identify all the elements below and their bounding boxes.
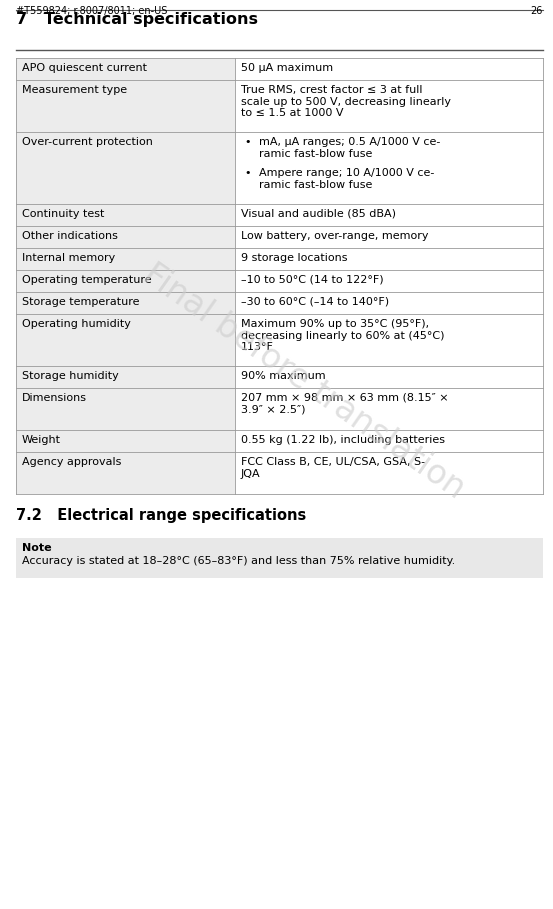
Bar <box>234 292 543 314</box>
Text: Operating temperature: Operating temperature <box>22 275 152 285</box>
Bar <box>16 452 234 494</box>
Text: Note: Note <box>22 543 51 553</box>
Bar <box>16 204 234 226</box>
Text: 9 storage locations: 9 storage locations <box>241 253 347 263</box>
Text: 0.55 kg (1.22 lb), including batteries: 0.55 kg (1.22 lb), including batteries <box>241 435 445 445</box>
Bar <box>16 538 543 578</box>
Bar <box>16 314 234 366</box>
Text: 90% maximum: 90% maximum <box>241 371 325 381</box>
Text: –10 to 50°C (14 to 122°F): –10 to 50°C (14 to 122°F) <box>241 275 383 285</box>
Text: –30 to 60°C (–14 to 140°F): –30 to 60°C (–14 to 140°F) <box>241 297 389 307</box>
Bar <box>16 248 234 270</box>
Text: Over-current protection: Over-current protection <box>22 137 153 147</box>
Text: Ampere range; 10 A/1000 V ce-
ramic fast-blow fuse: Ampere range; 10 A/1000 V ce- ramic fast… <box>259 168 434 190</box>
Bar <box>16 80 234 132</box>
Text: Visual and audible (85 dBA): Visual and audible (85 dBA) <box>241 209 396 219</box>
Bar <box>234 132 543 204</box>
Text: Operating humidity: Operating humidity <box>22 319 131 329</box>
Bar <box>16 226 234 248</box>
Bar <box>234 204 543 226</box>
Text: Low battery, over-range, memory: Low battery, over-range, memory <box>241 231 428 241</box>
Bar <box>234 430 543 452</box>
Bar <box>16 270 234 292</box>
Text: •: • <box>245 137 251 147</box>
Text: 207 mm × 98 mm × 63 mm (8.15″ ×
3.9″ × 2.5″): 207 mm × 98 mm × 63 mm (8.15″ × 3.9″ × 2… <box>241 393 448 415</box>
Text: FCC Class B, CE, UL/CSA, GSA, S-
JQA: FCC Class B, CE, UL/CSA, GSA, S- JQA <box>241 457 425 479</box>
Text: 26: 26 <box>531 6 543 16</box>
Bar <box>16 388 234 430</box>
Text: 7.2   Electrical range specifications: 7.2 Electrical range specifications <box>16 508 306 523</box>
Text: #T559824; r.8007/8011; en-US: #T559824; r.8007/8011; en-US <box>16 6 168 16</box>
Text: Continuity test: Continuity test <box>22 209 105 219</box>
Bar <box>234 366 543 388</box>
Text: •: • <box>245 168 251 178</box>
Bar <box>234 226 543 248</box>
Bar <box>16 430 234 452</box>
Text: Maximum 90% up to 35°C (95°F),
decreasing linearly to 60% at (45°C)
113°F: Maximum 90% up to 35°C (95°F), decreasin… <box>241 319 444 352</box>
Bar <box>234 452 543 494</box>
Text: APO quiescent current: APO quiescent current <box>22 63 147 73</box>
Text: Storage humidity: Storage humidity <box>22 371 119 381</box>
Bar <box>16 58 234 80</box>
Bar <box>234 80 543 132</box>
Text: 50 μA maximum: 50 μA maximum <box>241 63 333 73</box>
Text: Internal memory: Internal memory <box>22 253 115 263</box>
Text: Other indications: Other indications <box>22 231 118 241</box>
Bar <box>16 292 234 314</box>
Bar <box>234 248 543 270</box>
Bar <box>234 58 543 80</box>
Bar <box>16 366 234 388</box>
Text: Accuracy is stated at 18–28°C (65–83°F) and less than 75% relative humidity.: Accuracy is stated at 18–28°C (65–83°F) … <box>22 556 455 566</box>
Text: Dimensions: Dimensions <box>22 393 87 403</box>
Text: Final before translation: Final before translation <box>137 258 471 505</box>
Text: Agency approvals: Agency approvals <box>22 457 121 467</box>
Text: Weight: Weight <box>22 435 61 445</box>
Text: Measurement type: Measurement type <box>22 85 127 95</box>
Text: True RMS, crest factor ≤ 3 at full
scale up to 500 V, decreasing linearly
to ≤ 1: True RMS, crest factor ≤ 3 at full scale… <box>241 85 451 118</box>
Bar <box>234 270 543 292</box>
Bar <box>234 388 543 430</box>
Text: 7   Technical specifications: 7 Technical specifications <box>16 12 258 27</box>
Text: Storage temperature: Storage temperature <box>22 297 139 307</box>
Bar <box>234 314 543 366</box>
Text: mA, μA ranges; 0.5 A/1000 V ce-
ramic fast-blow fuse: mA, μA ranges; 0.5 A/1000 V ce- ramic fa… <box>259 137 440 158</box>
Bar <box>16 132 234 204</box>
